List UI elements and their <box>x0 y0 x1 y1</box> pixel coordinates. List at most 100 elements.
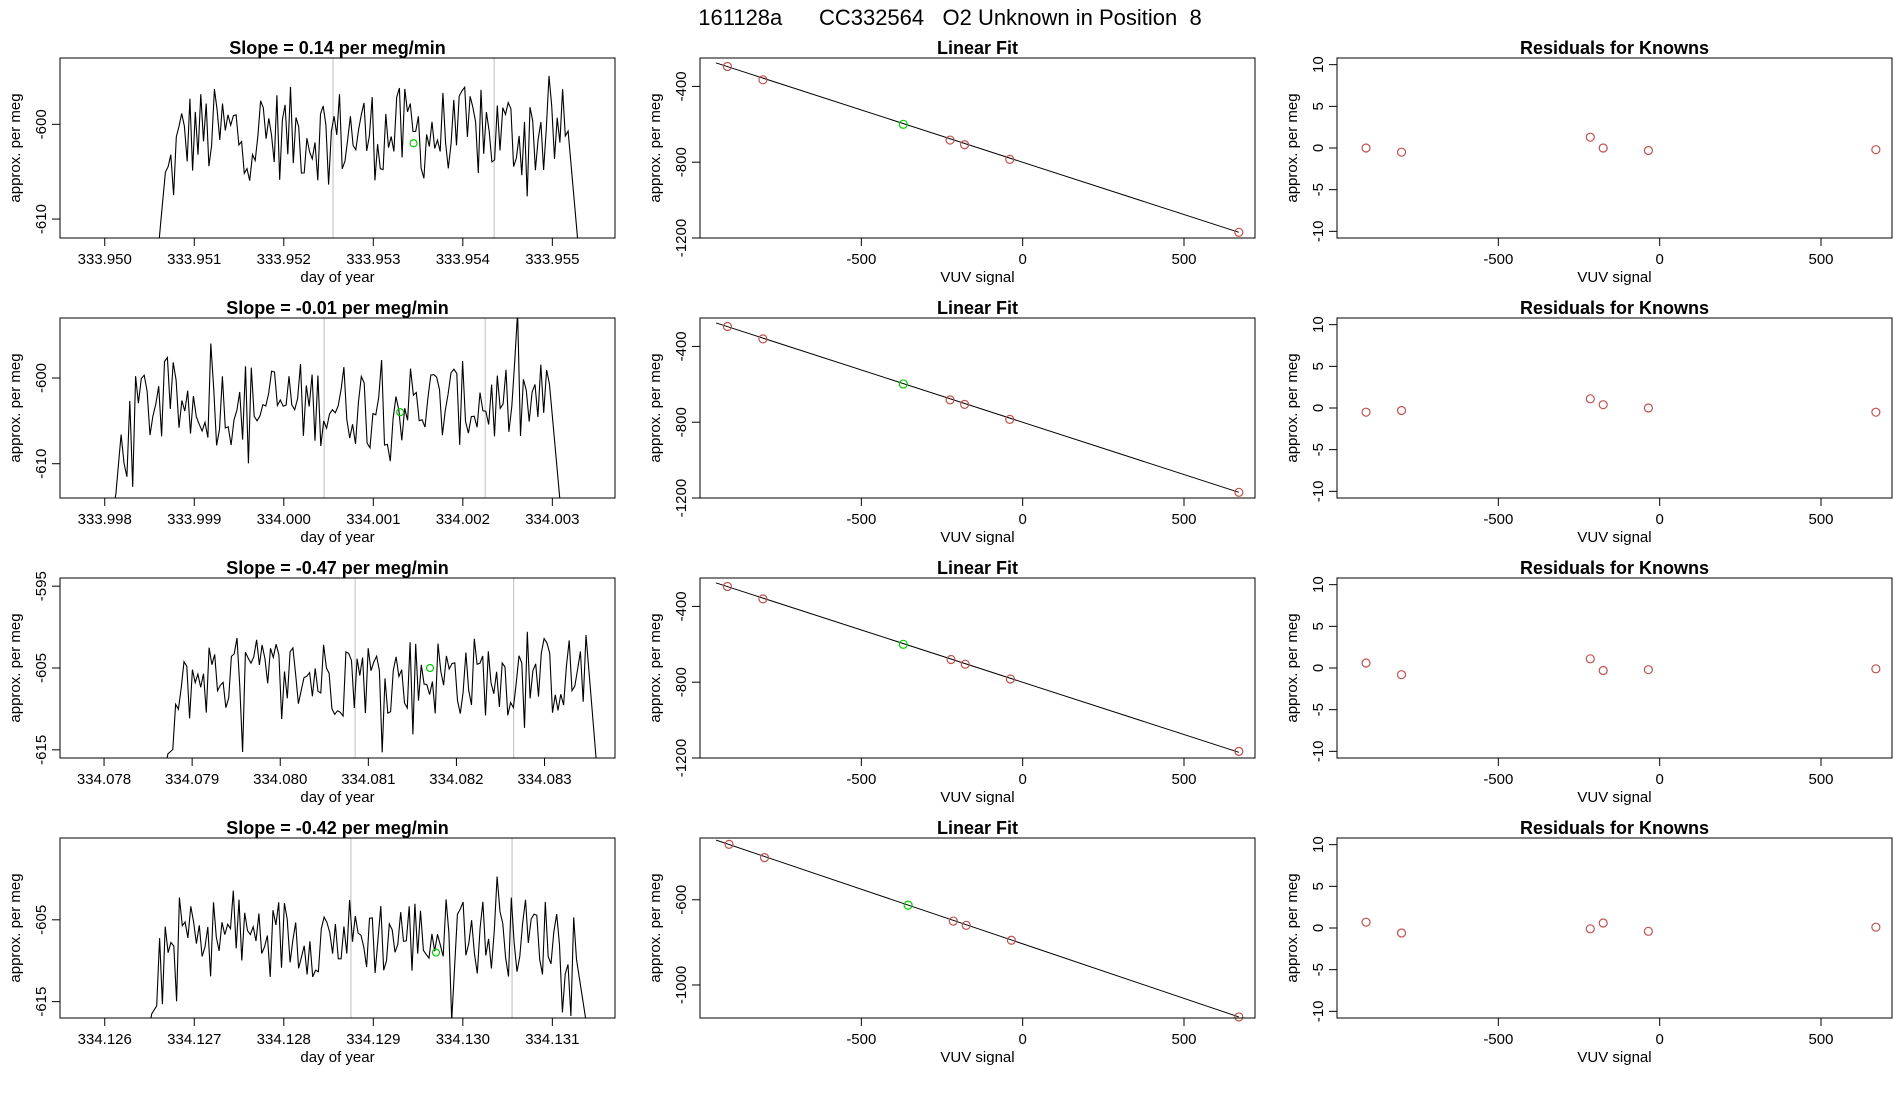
x-tick-label: 334.131 <box>525 1031 579 1048</box>
panel-title: Slope = 0.14 per meg/min <box>229 38 446 58</box>
page-title: 161128a CC332564 O2 Unknown in Position … <box>698 5 1201 30</box>
x-tick-label: 334.082 <box>429 771 483 788</box>
x-tick-label: -500 <box>846 771 876 788</box>
y-tick-label: -1200 <box>673 479 690 517</box>
panel-title: Linear Fit <box>937 38 1018 58</box>
known-point <box>758 75 768 85</box>
known-point <box>1234 1012 1244 1022</box>
x-tick-label: 333.954 <box>436 251 490 268</box>
x-tick-label: -500 <box>1483 1031 1513 1048</box>
panel-7: Linear Fit -500 0 500 -400 -800 -1200 VUV signa… <box>647 558 1256 806</box>
known-point <box>1005 674 1016 684</box>
x-tick-label: 334.126 <box>78 1031 132 1048</box>
known-point <box>722 321 733 332</box>
known-point <box>1361 407 1371 417</box>
y-tick-label: -800 <box>673 147 690 177</box>
unknown-point <box>396 408 405 417</box>
x-tick-label: 334.001 <box>346 511 400 528</box>
panel-2: Slope = -0.01 per meg/min 333.998 333.999 3… <box>7 298 616 546</box>
x-tick-label: -500 <box>846 511 876 528</box>
y-axis-label: approx. per meg <box>647 873 664 982</box>
x-axis-label: day of year <box>300 789 374 806</box>
plot-frame <box>59 57 616 239</box>
known-point <box>758 594 768 604</box>
panel-title: Linear Fit <box>937 298 1018 318</box>
known-point <box>1234 227 1244 237</box>
x-tick-label: -500 <box>846 251 876 268</box>
known-point <box>1005 154 1015 164</box>
y-tick-label: -10 <box>1310 220 1327 242</box>
known-point <box>758 334 768 344</box>
known-point <box>1396 670 1407 680</box>
y-tick-label: -1000 <box>673 966 690 1004</box>
known-point <box>1643 145 1653 156</box>
panel-title: Linear Fit <box>937 818 1018 838</box>
unknown-point <box>898 119 908 129</box>
x-tick-label: 334.000 <box>257 511 311 528</box>
x-axis-label: day of year <box>300 529 374 546</box>
y-axis-label: approx. per meg <box>7 353 24 462</box>
y-axis-label: approx. per meg <box>7 873 24 982</box>
plot-frame <box>1336 317 1893 499</box>
known-point <box>1643 403 1653 413</box>
x-tick-label: -500 <box>846 1031 876 1048</box>
known-point <box>1598 143 1608 153</box>
known-point <box>1585 132 1595 142</box>
y-tick-label: -600 <box>33 109 50 139</box>
panel-title: Slope = -0.47 per meg/min <box>226 558 449 578</box>
y-tick-label: -610 <box>33 204 50 234</box>
panel-title: Residuals for Knowns <box>1520 298 1709 318</box>
fit-line <box>715 62 1240 233</box>
plot-frame <box>1336 577 1893 759</box>
y-tick-label: -610 <box>33 449 50 479</box>
panel-9: Residuals for Knowns -500 0 500 10 5 0 -5 -10 VUV… <box>1284 38 1893 286</box>
x-tick-label: 334.002 <box>436 511 490 528</box>
x-tick-label: 500 <box>1808 771 1833 788</box>
x-tick-label: 334.130 <box>436 1031 490 1048</box>
plot-frame <box>59 317 616 499</box>
panel-title: Linear Fit <box>937 558 1018 578</box>
panel-title: Residuals for Knowns <box>1520 818 1709 838</box>
known-point <box>946 654 956 665</box>
known-point <box>724 839 734 849</box>
panel-11: Residuals for Knowns -500 0 500 10 5 0 -5 -10 VUV… <box>1284 558 1893 806</box>
x-axis-label: day of year <box>300 269 374 286</box>
plot-frame <box>1336 837 1893 1019</box>
y-axis-label: approx. per meg <box>1284 353 1301 462</box>
y-tick-label: -5 <box>1310 703 1327 716</box>
known-point <box>1006 935 1016 945</box>
x-axis-label: VUV signal <box>1577 269 1651 286</box>
x-tick-label: 333.953 <box>346 251 400 268</box>
y-axis-label: approx. per meg <box>7 613 24 722</box>
panel-title: Residuals for Knowns <box>1520 38 1709 58</box>
x-tick-label: 0 <box>1656 511 1664 528</box>
known-point <box>1598 918 1608 928</box>
y-tick-label: 0 <box>1310 924 1327 932</box>
y-axis-label: approx. per meg <box>647 353 664 462</box>
x-tick-label: 500 <box>1808 1031 1833 1048</box>
fit-line <box>715 322 1240 493</box>
y-tick-label: -600 <box>33 363 50 393</box>
plot-frame <box>59 837 616 1019</box>
x-tick-label: 0 <box>1656 251 1664 268</box>
x-tick-label: 0 <box>1019 1031 1027 1048</box>
x-axis-label: VUV signal <box>1577 789 1651 806</box>
known-point <box>1396 147 1407 157</box>
x-tick-label: 500 <box>1171 251 1196 268</box>
x-axis-label: VUV signal <box>1577 529 1651 546</box>
x-axis-label: VUV signal <box>1577 1049 1651 1066</box>
known-point <box>722 581 733 592</box>
x-axis-label: VUV signal <box>940 529 1014 546</box>
y-tick-label: 5 <box>1310 882 1327 890</box>
panel-8: Linear Fit -500 0 500 -600 -1000 VUV signal app… <box>647 818 1256 1066</box>
x-axis-label: VUV signal <box>940 789 1014 806</box>
panel-10: Residuals for Knowns -500 0 500 10 5 0 -5 -10 VUV… <box>1284 298 1893 546</box>
known-point <box>1643 926 1653 936</box>
known-point <box>959 399 970 409</box>
panel-12: Residuals for Knowns -500 0 500 10 5 0 -5 -10 VUV… <box>1284 818 1893 1066</box>
x-tick-label: -500 <box>1483 251 1513 268</box>
known-point <box>1871 664 1881 674</box>
known-point <box>948 916 958 926</box>
known-point <box>1598 665 1608 676</box>
plot-frame <box>699 57 1256 239</box>
